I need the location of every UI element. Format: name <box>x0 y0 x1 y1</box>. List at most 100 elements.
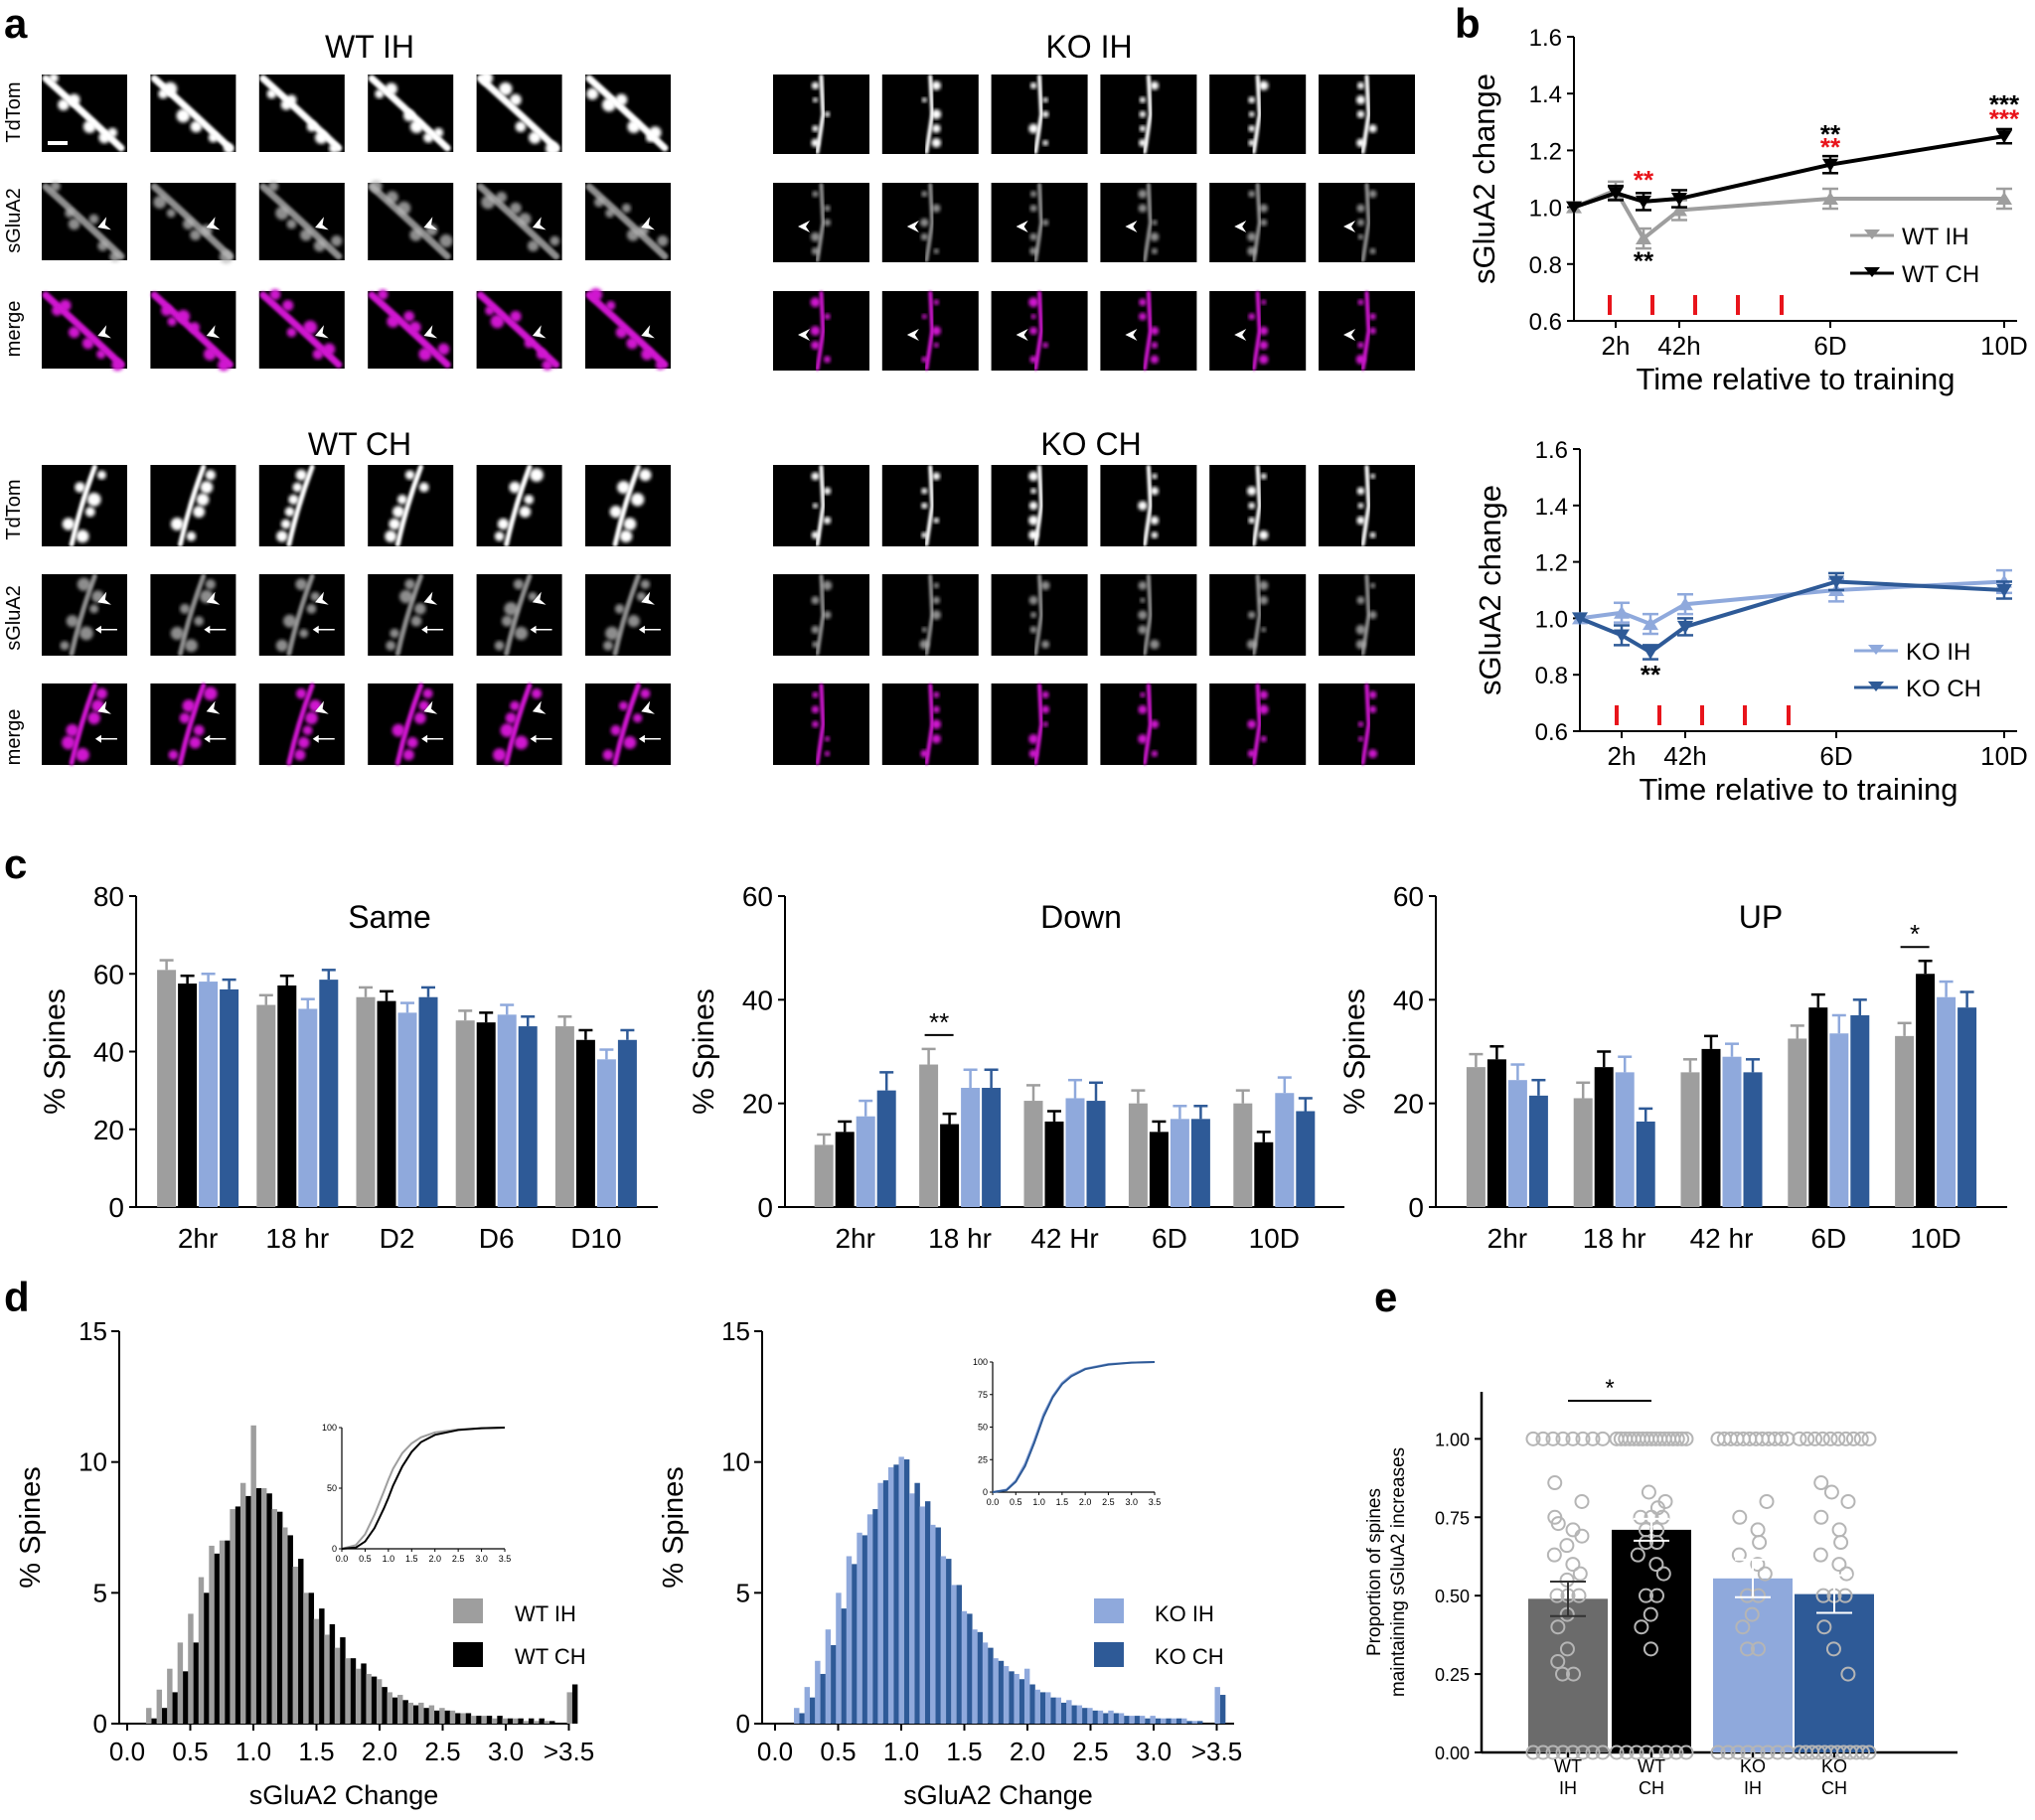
spine <box>180 603 191 614</box>
data-point <box>1710 1744 1726 1760</box>
spine <box>58 98 70 111</box>
spine <box>640 579 651 589</box>
spine <box>1355 95 1366 105</box>
x-tick-label: 42h <box>1657 331 1700 361</box>
spine <box>286 94 297 105</box>
hist-bar-wt-ih <box>334 1647 341 1724</box>
group-title-ko-ch: KO CH <box>1040 426 1141 462</box>
bar-wt-ch <box>1808 1007 1828 1207</box>
dendrite <box>368 183 451 260</box>
data-point <box>1730 1744 1746 1760</box>
dendrite <box>1360 465 1371 546</box>
legend-swatch-wt-ch <box>453 1642 483 1667</box>
bar-wt-ch <box>1701 1048 1721 1207</box>
bar-wt-ch <box>940 1124 960 1207</box>
micrograph-wt-ih-r1-c1 <box>150 183 236 264</box>
arrowhead-marker <box>1016 329 1028 341</box>
spine <box>193 724 205 736</box>
spine <box>1138 581 1148 590</box>
spine <box>823 517 832 525</box>
bar-wt-ch <box>178 984 198 1207</box>
bar-ko-ih <box>1507 1080 1527 1207</box>
micrograph-wt-ih-r2-c3 <box>368 289 454 369</box>
arrowhead-marker <box>206 700 221 714</box>
legend-b-bottom: KO IH KO CH <box>1854 639 1981 702</box>
y-tick-label: 60 <box>93 959 124 989</box>
spine <box>1259 595 1269 605</box>
hist-bar-wt-ch <box>486 1716 493 1724</box>
spine <box>931 109 942 119</box>
hist-bar-wt-ch <box>151 1718 157 1724</box>
data-point <box>1565 1557 1581 1573</box>
dendrite <box>1143 183 1153 262</box>
spine <box>186 531 197 541</box>
hist-bar-ko-ch <box>1124 1716 1130 1724</box>
inset-x-tick-label: 1.5 <box>405 1554 418 1564</box>
bar-wt-ch <box>1487 1059 1506 1207</box>
bar-ko-ih <box>1615 1072 1635 1207</box>
arrowhead-marker <box>206 325 221 339</box>
dendrite <box>178 464 207 547</box>
bar-wt-ih <box>554 1026 574 1207</box>
micrograph-ko-ih-r1-c4 <box>1209 183 1307 262</box>
dendrite <box>368 291 451 369</box>
spine <box>515 121 527 132</box>
micrograph-ko-ch-r2-c0 <box>773 683 869 765</box>
hist-bar-wt-ih <box>313 1618 320 1724</box>
spine <box>530 468 544 483</box>
spine <box>1139 110 1147 118</box>
dendrite <box>286 464 315 547</box>
y-tick-label: 0 <box>1408 1192 1424 1223</box>
micrograph-wt-ch-r1-c1 <box>150 573 236 657</box>
x-tick-label: 1.0 <box>883 1737 919 1766</box>
legend-marker-ko-ih <box>1868 645 1884 655</box>
dendrite <box>612 573 641 657</box>
hist-bar-wt-ih <box>566 1692 572 1724</box>
spine <box>385 530 397 542</box>
spine <box>184 639 198 653</box>
arrowhead-marker <box>1125 329 1138 341</box>
bar-ko-ch <box>418 996 438 1207</box>
spine <box>1151 750 1159 757</box>
hist-bar-wt-ch <box>340 1637 346 1724</box>
series-wt-ch <box>1566 127 2012 215</box>
spine <box>615 93 628 106</box>
hist-bar-ko-ch <box>1134 1716 1141 1724</box>
spine <box>423 132 434 143</box>
spine <box>505 712 517 724</box>
x-tick-label: 42 Hr <box>1030 1223 1098 1254</box>
data-point <box>1559 1538 1575 1554</box>
hist-bar-ko-ch <box>1175 1718 1182 1724</box>
spine <box>931 138 942 148</box>
spine <box>504 601 519 616</box>
x-tick-label: 0.0 <box>109 1737 145 1766</box>
bar-ko-ch <box>1957 1007 1977 1207</box>
x-tick-label: WT <box>1554 1756 1582 1776</box>
micrograph-wt-ch-r0-c1 <box>150 464 236 547</box>
dendrite <box>504 682 533 766</box>
micrograph-ko-ih-r2-c0 <box>773 291 869 371</box>
micrograph-ko-ch-r2-c3 <box>1100 683 1197 765</box>
hist-bar-ko-ch <box>1219 1695 1226 1724</box>
spine <box>219 249 234 264</box>
data-point <box>1639 1535 1653 1551</box>
spine <box>1152 473 1158 480</box>
arrow-marker-head <box>421 625 428 634</box>
data-point <box>1822 1431 1838 1446</box>
dendrite <box>1143 465 1153 546</box>
hist-bar-ko-ih <box>951 1585 957 1724</box>
spine <box>422 688 433 699</box>
spine <box>62 735 76 750</box>
micrograph-ko-ch-r0-c2 <box>991 465 1088 546</box>
spine <box>586 87 599 100</box>
spine <box>1368 124 1377 133</box>
micrograph-wt-ih-r2-c2 <box>258 289 345 369</box>
chart-title: Down <box>1040 899 1122 935</box>
dendrite <box>1033 291 1044 371</box>
spine <box>1248 502 1256 510</box>
spine <box>1138 704 1148 714</box>
spine <box>1260 473 1267 480</box>
spine <box>275 639 288 652</box>
spine <box>1138 501 1148 511</box>
x-tick-label: 0.5 <box>820 1737 856 1766</box>
